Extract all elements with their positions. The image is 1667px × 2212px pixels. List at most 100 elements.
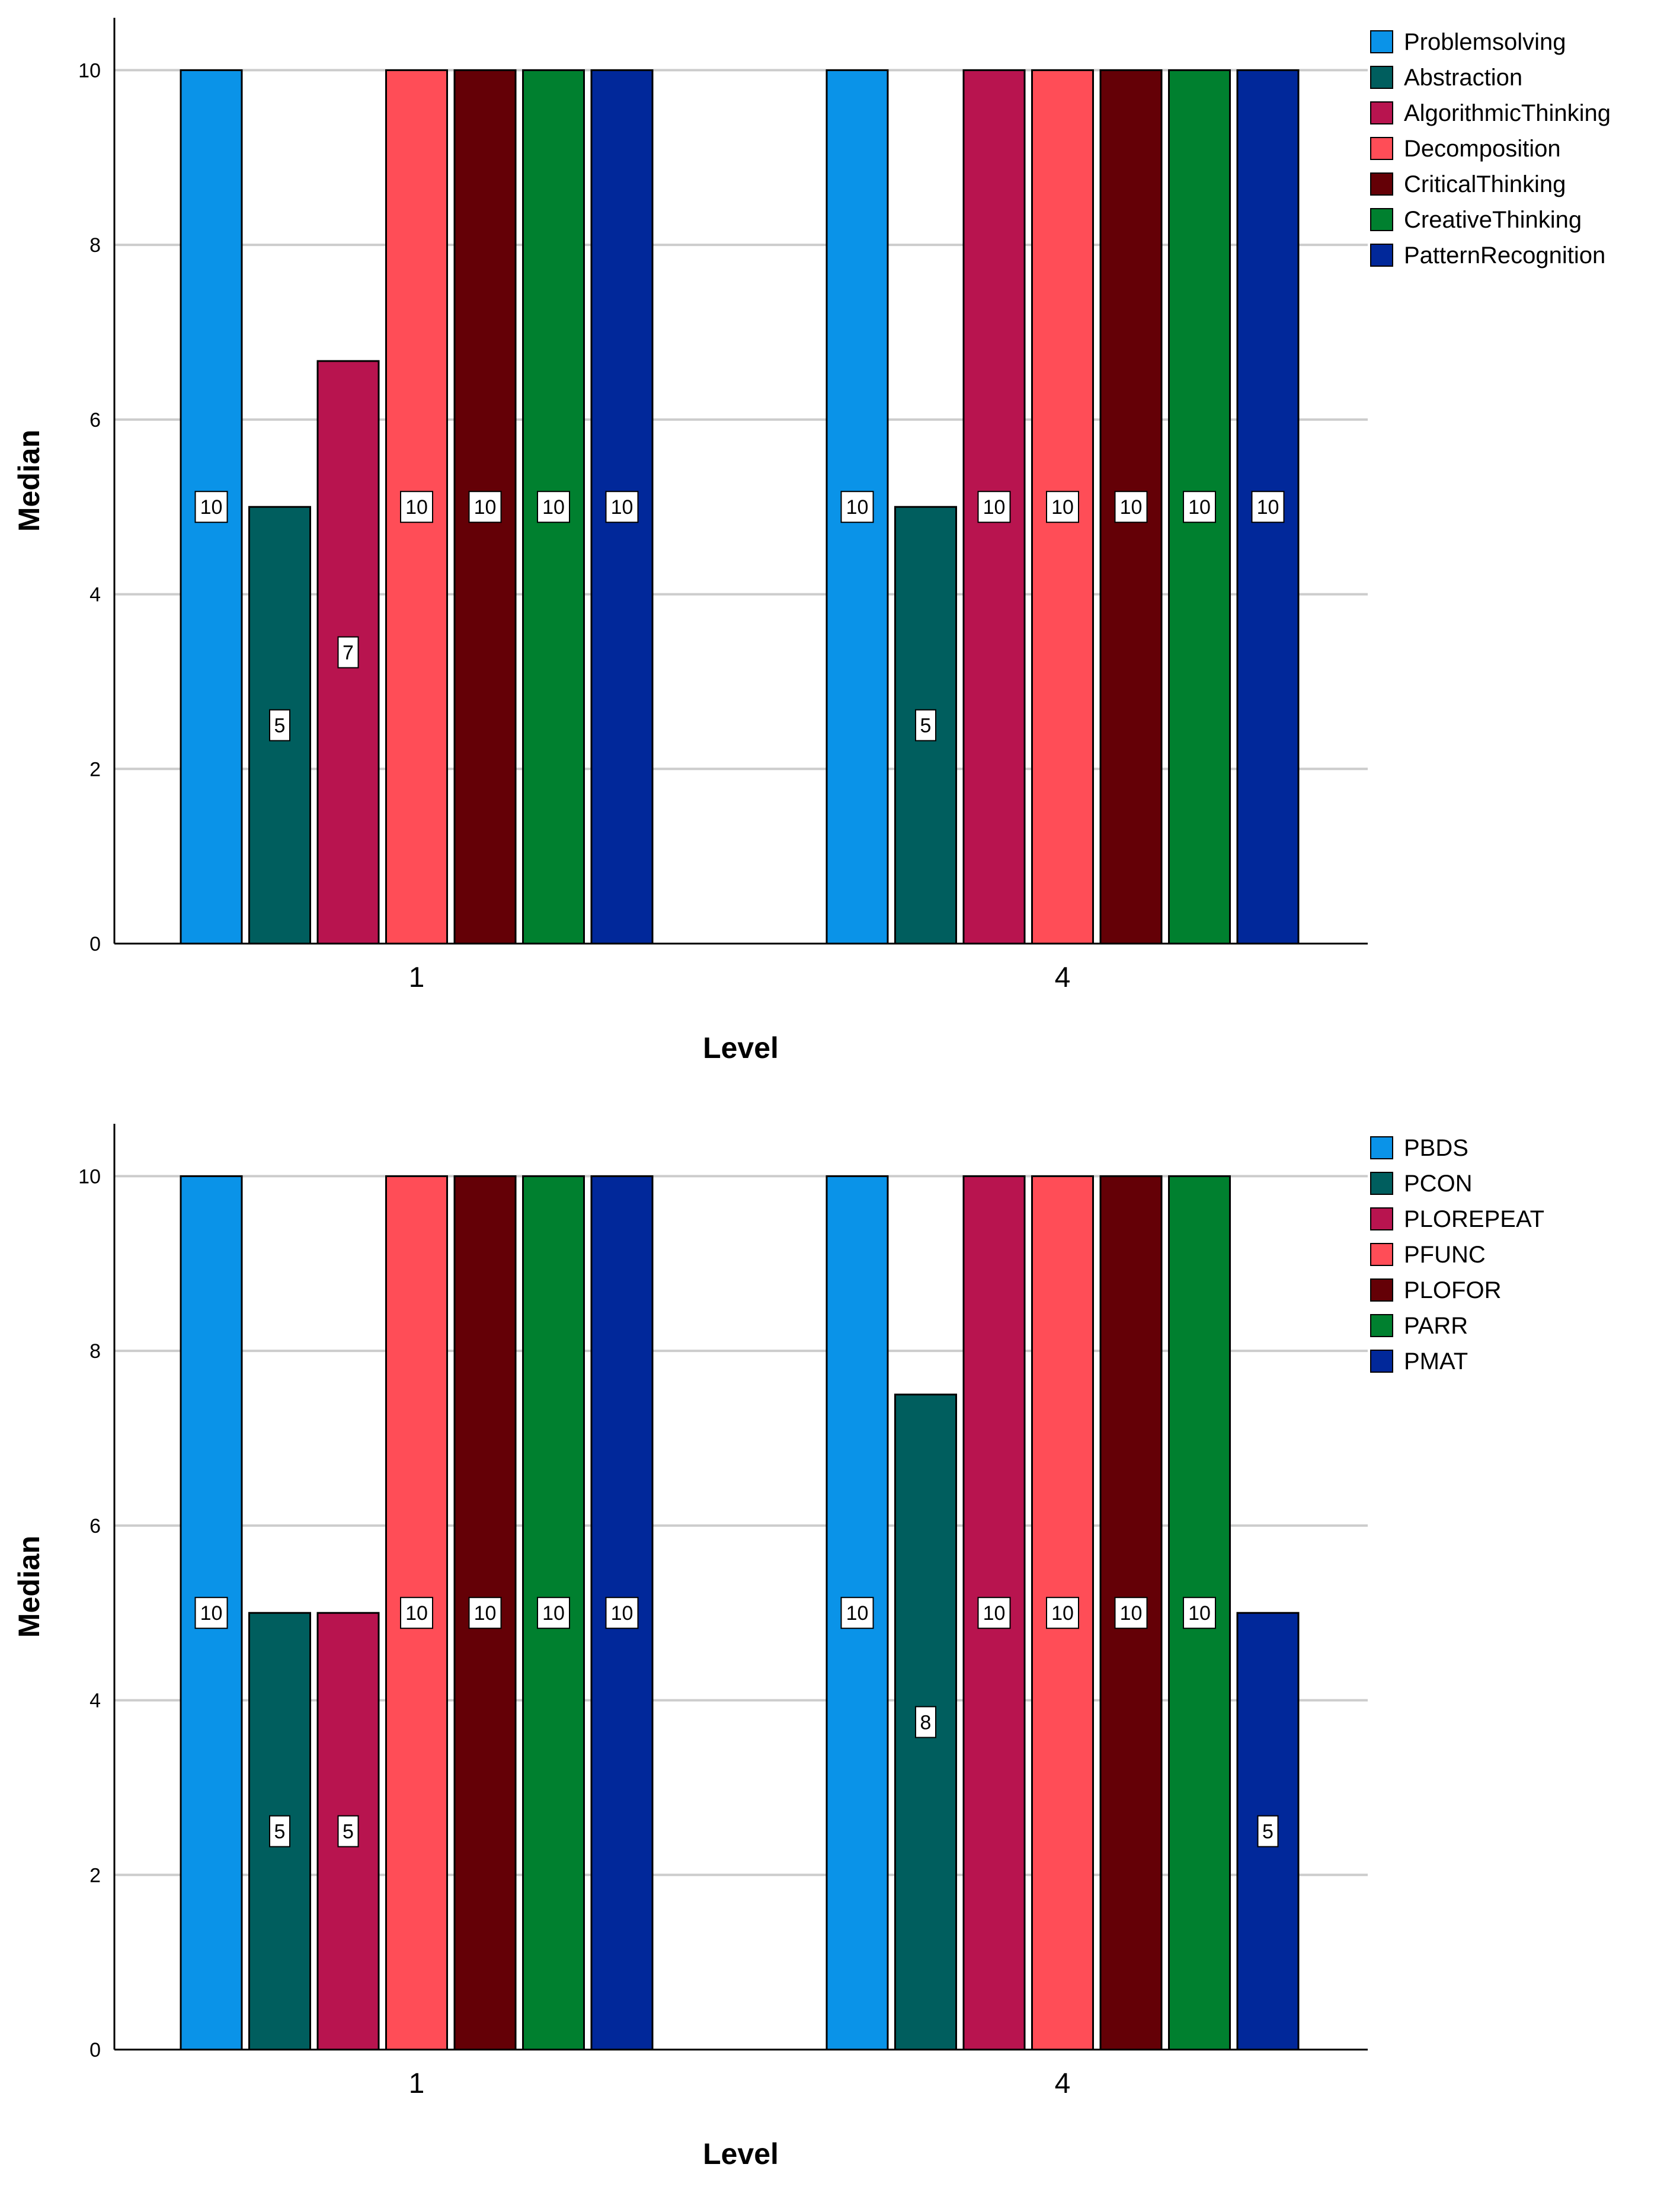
legend-swatch (1370, 208, 1393, 231)
bar (1168, 1175, 1231, 2051)
data-label-box (468, 491, 502, 523)
data-label-box (1257, 1815, 1279, 1847)
legend-swatch (1370, 66, 1393, 89)
legend-label: CriticalThinking (1404, 171, 1566, 197)
data-label-box (840, 491, 874, 523)
data-label-box (977, 1597, 1011, 1629)
legend-label: CreativeThinking (1404, 207, 1582, 233)
data-label-box (1114, 1597, 1148, 1629)
legend-swatch (1370, 1207, 1393, 1230)
legend-label: PARR (1404, 1313, 1468, 1339)
data-label: 10 (405, 496, 428, 519)
data-label-box (1046, 1597, 1079, 1629)
data-label-box (269, 1815, 290, 1847)
y-tick-label: 8 (89, 234, 101, 257)
legend-label: PFUNC (1404, 1242, 1486, 1268)
data-label: 10 (405, 1602, 428, 1625)
bars (180, 69, 1300, 945)
data-label-box (537, 491, 570, 523)
y-axis-title: Median (12, 1536, 46, 1638)
x-tick-label: 1 (409, 962, 425, 993)
y-tick-label: 6 (89, 409, 101, 431)
data-label: 10 (611, 1602, 633, 1625)
legend-label: PBDS (1404, 1135, 1468, 1161)
legend-label: AlgorithmicThinking (1404, 100, 1611, 126)
y-tick-label: 2 (89, 1864, 101, 1887)
y-tick-label: 0 (89, 933, 101, 955)
data-label: 10 (611, 496, 633, 519)
x-axis-title: Level (703, 1031, 779, 1065)
data-label: 10 (1188, 1602, 1211, 1625)
data-label: 10 (542, 496, 565, 519)
legend-swatch (1370, 1350, 1393, 1373)
legend-label: PMAT (1404, 1348, 1468, 1374)
data-label: 10 (542, 1602, 565, 1625)
data-label: 10 (200, 496, 223, 519)
data-label: 10 (474, 496, 497, 519)
data-label: 10 (1051, 1602, 1074, 1625)
data-label: 10 (983, 496, 1006, 519)
legend-label: Abstraction (1404, 65, 1522, 91)
data-label-box (194, 1597, 228, 1629)
legend: PBDS PCON PLOREPEAT PFUNC PLOFOR PARR PMAT (1370, 1135, 1544, 1374)
data-label: 10 (200, 1602, 223, 1625)
y-axis-title: Median (12, 430, 46, 532)
data-label: 10 (1257, 496, 1279, 519)
data-label-box (605, 1597, 639, 1629)
y-tick-label: 8 (89, 1340, 101, 1363)
legend-label: PLOREPEAT (1404, 1206, 1544, 1232)
data-label: 7 (343, 642, 354, 664)
data-label: 5 (920, 715, 932, 737)
data-label: 5 (343, 1821, 354, 1843)
legend-swatch (1370, 1172, 1393, 1195)
legend-swatch (1370, 101, 1393, 124)
legend-label: Decomposition (1404, 136, 1561, 162)
data-label: 10 (1120, 496, 1143, 519)
data-label-box (1183, 1597, 1216, 1629)
data-labels: 10 5 5 10 10 10 10 10 8 10 10 10 10 5 (194, 1597, 1279, 1847)
y-tick-label: 0 (89, 2039, 101, 2061)
legend: Problemsolving Abstraction AlgorithmicThin… (1370, 29, 1611, 268)
data-label-box (1251, 491, 1285, 523)
legend-swatch (1370, 172, 1393, 196)
data-label-box (1183, 491, 1216, 523)
data-label-box (1114, 491, 1148, 523)
y-tick-label: 10 (78, 1165, 101, 1188)
legend-swatch (1370, 1278, 1393, 1302)
y-tick-label: 10 (78, 59, 101, 82)
data-labels: 10 5 7 10 10 10 10 10 5 10 10 10 10 10 (194, 491, 1285, 741)
y-tick-label: 4 (89, 1690, 101, 1712)
data-label-box (915, 1706, 936, 1738)
legend-label: PCON (1404, 1171, 1473, 1197)
axes: 0 2 4 6 8 10 1 4 Level Median (12, 18, 1368, 1065)
legend-swatch (1370, 1243, 1393, 1266)
top-chart: 10 5 7 10 10 10 10 10 5 10 10 10 10 10 0 2 4 6 8 10 1 4 Level… (12, 18, 1611, 1065)
data-label-box (915, 709, 936, 741)
data-label: 5 (1262, 1821, 1274, 1843)
x-tick-label: 4 (1055, 962, 1071, 993)
x-axis-title: Level (703, 2137, 779, 2171)
data-label-box (605, 491, 639, 523)
data-label-box (269, 709, 290, 741)
x-tick-label: 4 (1055, 2068, 1071, 2099)
legend-swatch (1370, 244, 1393, 267)
data-label-box (537, 1597, 570, 1629)
data-label-box (337, 1815, 359, 1847)
data-label: 8 (920, 1711, 932, 1734)
data-label: 10 (474, 1602, 497, 1625)
data-label-box (977, 491, 1011, 523)
data-label-box (400, 491, 433, 523)
bottom-chart: 10 5 5 10 10 10 10 10 8 10 10 10 10 5 0 2 4 6 8 10 1 4 Level M… (12, 1124, 1544, 2171)
legend-swatch (1370, 1136, 1393, 1159)
data-label: 10 (846, 496, 869, 519)
y-tick-label: 6 (89, 1515, 101, 1537)
data-label: 5 (274, 715, 286, 737)
y-tick-label: 2 (89, 758, 101, 781)
data-label: 10 (1051, 496, 1074, 519)
y-tick-label: 4 (89, 584, 101, 606)
data-label: 10 (983, 1602, 1006, 1625)
data-label-box (400, 1597, 433, 1629)
axes: 0 2 4 6 8 10 1 4 Level Median (12, 1124, 1368, 2171)
data-label: 5 (274, 1821, 286, 1843)
legend-label: Problemsolving (1404, 29, 1566, 55)
